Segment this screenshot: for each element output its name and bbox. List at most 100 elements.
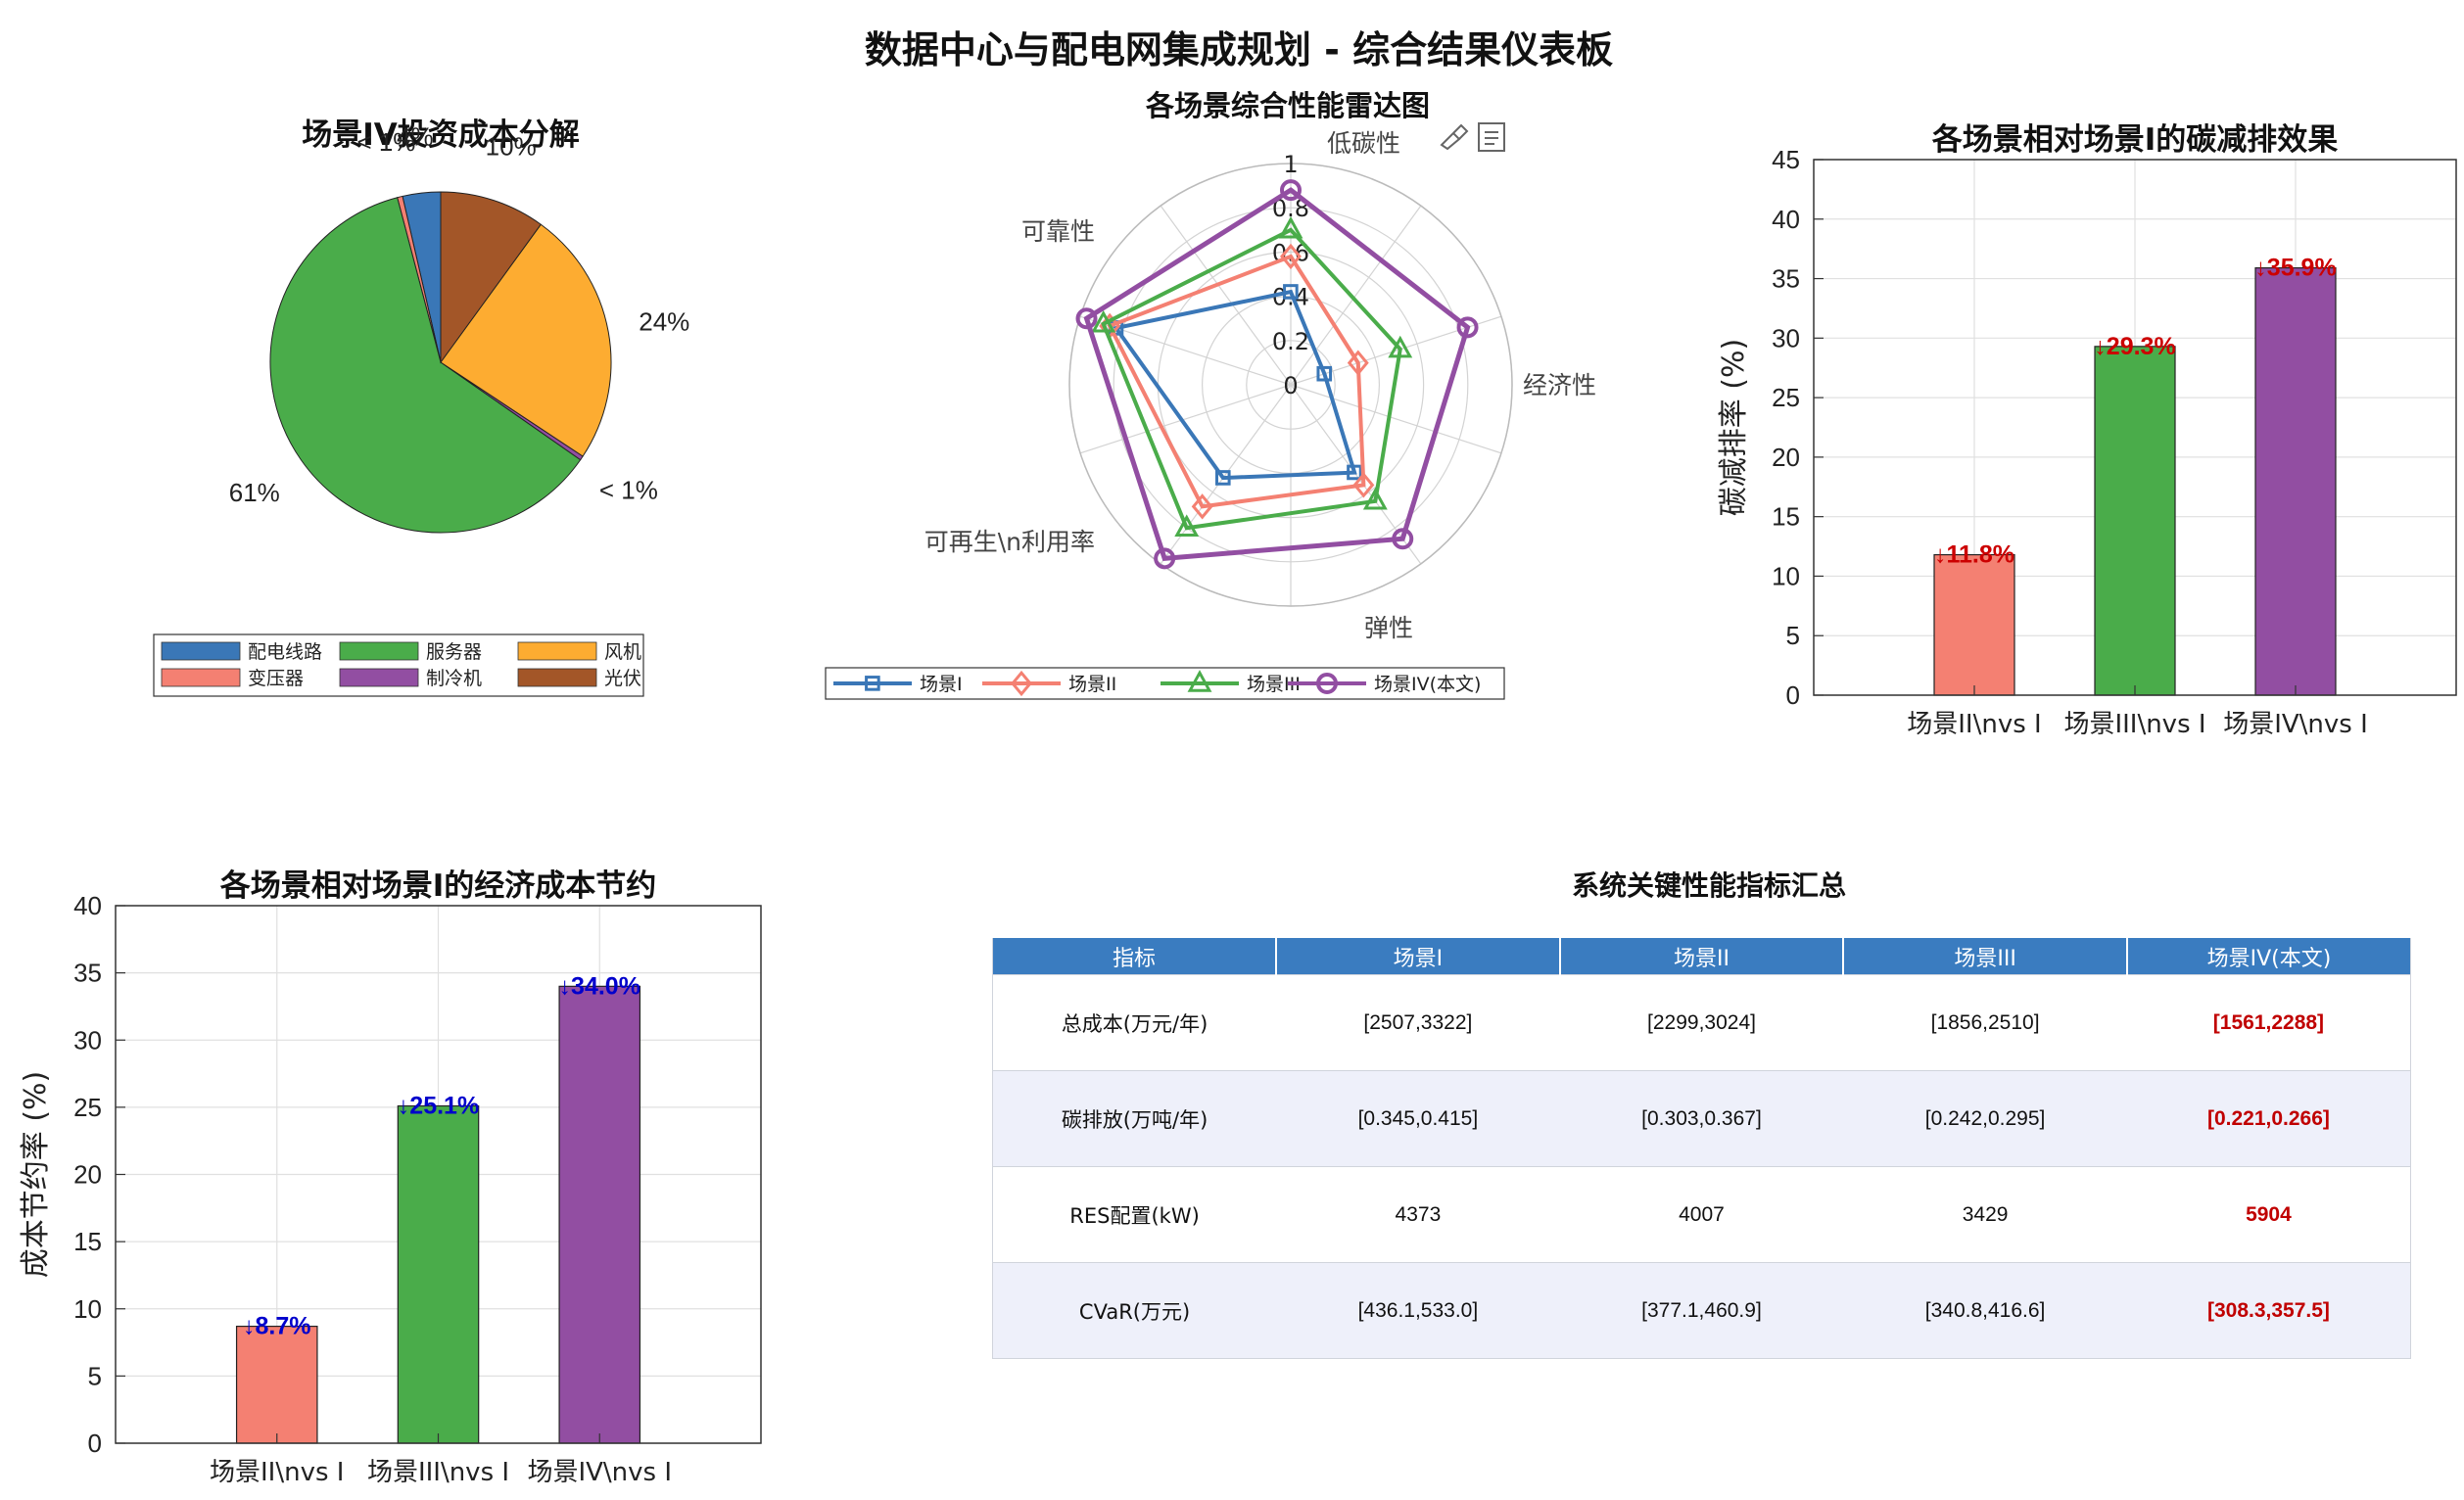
metrics-table: 指标 场景I 场景II 场景III 场景IV(本文) 总成本(万元/年) [2507,33… bbox=[992, 938, 2411, 1359]
bar bbox=[235, 1325, 318, 1444]
radar-spoke bbox=[1079, 384, 1292, 454]
bar-ytick-label: 45 bbox=[1772, 145, 1800, 174]
table-cell: [0.242,0.295] bbox=[1843, 1070, 2127, 1167]
radar-rtick: 0 bbox=[1283, 372, 1298, 399]
table-cell: [340.8,416.6] bbox=[1843, 1262, 2127, 1359]
brush-icon bbox=[1440, 123, 1469, 151]
pie-legend-swatch bbox=[161, 641, 241, 661]
pie-title: 场景IV投资成本分解 bbox=[302, 117, 580, 153]
radar-spoke bbox=[1290, 205, 1422, 386]
radar-series-line bbox=[1101, 227, 1402, 531]
bar-ytick-label: 15 bbox=[73, 1227, 102, 1256]
bar-chart-title: 各场景相对场景I的碳减排效果 bbox=[1931, 122, 2339, 158]
bar-ytick-label: 20 bbox=[73, 1160, 102, 1190]
radar-point bbox=[1174, 514, 1200, 537]
bar-value-label: ↓29.3% bbox=[2094, 333, 2175, 360]
bar-ytick-label: 25 bbox=[1772, 383, 1800, 412]
radar-legend-label: 场景IV(本文) bbox=[1374, 674, 1481, 695]
pie-slice-2 bbox=[269, 197, 582, 534]
radar-legend-label: 场景III bbox=[1247, 674, 1301, 695]
pie-slice-label: 10% bbox=[486, 131, 537, 161]
radar-legend-entry bbox=[1288, 673, 1366, 694]
radar-legend-marker bbox=[1316, 673, 1338, 694]
table-cell: 4007 bbox=[1559, 1166, 1844, 1263]
radar-spoke bbox=[1290, 384, 1502, 454]
radar-point bbox=[1280, 179, 1302, 202]
radar-point bbox=[1456, 316, 1479, 339]
radar-point bbox=[1278, 215, 1303, 239]
pie-slice-label: 4% bbox=[397, 121, 434, 151]
pie-legend-swatch bbox=[339, 668, 419, 687]
radar-point bbox=[1283, 284, 1299, 300]
bar-xtick-label: 场景II\nvs I bbox=[210, 1458, 344, 1487]
table-row: RES配置(kW) 4373 4007 3429 5904 bbox=[992, 1166, 2411, 1263]
radar-series-line bbox=[1107, 254, 1366, 509]
table-cell: [436.1,533.0] bbox=[1276, 1262, 1560, 1359]
radar-legend-marker bbox=[1011, 670, 1032, 697]
bar-xtick-label: 场景II\nvs I bbox=[1907, 710, 2041, 739]
radar-legend-marker bbox=[1187, 670, 1212, 692]
table-header-cell: 场景I bbox=[1276, 938, 1561, 975]
bar-ylabel: 碳减排率 (%) bbox=[1717, 339, 1751, 516]
radar-point bbox=[1352, 472, 1375, 498]
table-row: 碳排放(万吨/年) [0.345,0.415] [0.303,0.367] [0.24… bbox=[992, 1070, 2411, 1167]
radar-legend-marker bbox=[865, 676, 880, 691]
radar-outer-ring bbox=[1068, 163, 1513, 607]
bar-ytick-label: 35 bbox=[1772, 264, 1800, 294]
table-header-cell: 场景II bbox=[1559, 938, 1845, 975]
radar-legend-entry bbox=[833, 676, 912, 691]
radar-spoke bbox=[1160, 205, 1292, 386]
bar-ytick-label: 30 bbox=[1772, 323, 1800, 352]
table-cell: [2299,3024] bbox=[1559, 974, 1844, 1071]
table-cell: [2507,3322] bbox=[1276, 974, 1560, 1071]
bar bbox=[2254, 267, 2337, 696]
radar-axis-label: 低碳性 bbox=[1327, 129, 1400, 158]
bar-ytick-label: 40 bbox=[1772, 205, 1800, 234]
data-tips-icon bbox=[1478, 122, 1505, 152]
bar-axes-box bbox=[1813, 159, 2457, 696]
pie-legend-swatch bbox=[161, 668, 241, 687]
table-header-cell: 指标 bbox=[992, 938, 1278, 975]
bar-ytick-label: 30 bbox=[73, 1025, 102, 1055]
radar-point bbox=[1392, 528, 1414, 550]
radar-series-line bbox=[1083, 187, 1471, 562]
bar bbox=[397, 1104, 480, 1444]
pie-slice-label: < 1% bbox=[356, 127, 415, 157]
radar-point bbox=[1316, 365, 1333, 382]
pie-slice-label: 24% bbox=[639, 307, 689, 337]
table-cell: 总成本(万元/年) bbox=[992, 974, 1277, 1071]
table-cell: 碳排放(万吨/年) bbox=[992, 1070, 1277, 1167]
bar-xtick-label: 场景III\nvs I bbox=[2063, 710, 2205, 739]
table-cell: 4373 bbox=[1276, 1166, 1560, 1263]
bar-ylabel: 成本节约率 (%) bbox=[19, 1071, 53, 1278]
pie-legend-label: 变压器 bbox=[248, 668, 304, 689]
table-cell: [0.303,0.367] bbox=[1559, 1070, 1844, 1167]
table-header-cell: 场景III bbox=[1843, 938, 2128, 975]
radar-point bbox=[1388, 335, 1413, 358]
table-cell: [0.221,0.266] bbox=[2126, 1070, 2411, 1167]
pie-legend-label: 制冷机 bbox=[426, 668, 482, 689]
radar-point bbox=[1191, 493, 1213, 520]
bar-xtick-label: 场景IV\nvs I bbox=[527, 1458, 672, 1487]
pie-legend-label: 光伏 bbox=[604, 668, 641, 689]
radar-point bbox=[1347, 464, 1362, 481]
table-cell: CVaR(万元) bbox=[992, 1262, 1277, 1359]
bar bbox=[1933, 553, 2015, 696]
pie-legend-swatch bbox=[339, 641, 419, 661]
bar-ytick-label: 40 bbox=[73, 891, 102, 920]
bar-value-label: ↓8.7% bbox=[243, 1313, 310, 1340]
pie-slice-label: 61% bbox=[229, 478, 280, 507]
radar-axis-label: 弹性 bbox=[1364, 614, 1413, 642]
radar-point bbox=[1362, 487, 1388, 510]
pie-slice-4 bbox=[440, 223, 612, 457]
radar-series-3 bbox=[1075, 179, 1479, 570]
table-row: CVaR(万元) [436.1,533.0] [377.1,460.9] [340.8… bbox=[992, 1262, 2411, 1359]
pie-slice-5 bbox=[440, 191, 542, 364]
bar-ytick-label: 25 bbox=[73, 1093, 102, 1122]
pie-legend-swatch bbox=[517, 641, 597, 661]
pie-legend-swatch bbox=[517, 668, 597, 687]
bar-ytick-label: 5 bbox=[1786, 621, 1800, 650]
radar-point bbox=[1347, 350, 1369, 376]
pie-legend-label: 服务器 bbox=[426, 641, 482, 663]
